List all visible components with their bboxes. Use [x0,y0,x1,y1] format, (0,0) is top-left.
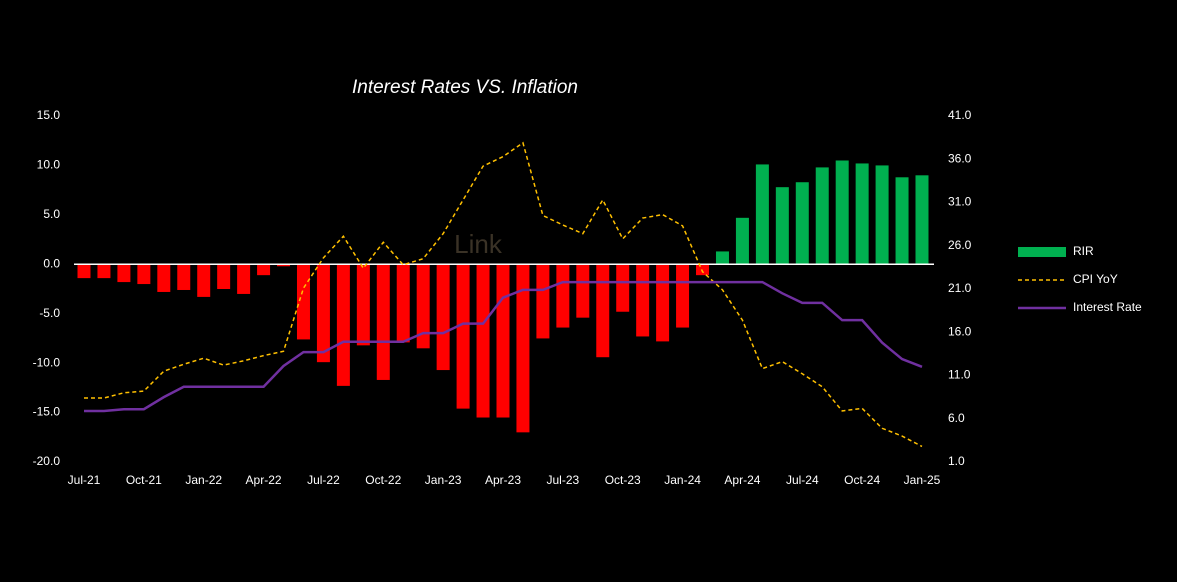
bar [77,264,91,279]
bar [336,264,350,386]
legend-label: Interest Rate [1073,300,1142,314]
bar [496,264,510,418]
y2-tick-label: 41.0 [948,108,972,122]
bar [217,264,231,289]
x-tick-label: Jul-21 [68,473,101,487]
y2-tick-label: 6.0 [948,411,965,425]
legend-label: RIR [1073,244,1094,258]
bar [316,264,330,363]
y-tick-label: 15.0 [37,108,61,122]
bar [755,164,769,265]
bar [656,264,670,342]
bar [616,264,630,312]
x-tick-label: Jan-23 [425,473,462,487]
bar [915,175,929,265]
x-tick-label: Oct-23 [605,473,641,487]
bar [576,264,590,318]
bar [516,264,530,433]
bar [456,264,470,409]
bar [296,264,310,340]
y-tick-label: -20.0 [33,454,61,468]
bar [536,264,550,339]
bar [735,217,749,265]
y-tick-label: -15.0 [33,405,61,419]
y2-tick-label: 31.0 [948,195,972,209]
bar [875,165,889,265]
bar [795,182,809,265]
bar [356,264,370,346]
line [84,280,923,413]
bar [396,264,410,343]
x-tick-label: Jul-23 [547,473,580,487]
x-tick-label: Apr-23 [485,473,521,487]
x-tick-label: Apr-24 [724,473,760,487]
y-tick-label: 0.0 [43,256,60,270]
bar [257,264,271,276]
y-tick-label: -10.0 [33,355,61,369]
x-tick-label: Oct-22 [365,473,401,487]
bar [237,264,251,294]
chart-title: Interest Rates VS. Inflation [352,77,578,98]
y2-tick-label: 26.0 [948,238,972,252]
x-tick-label: Apr-22 [246,473,282,487]
legend-label: CPI YoY [1073,272,1118,286]
y-tick-label: 5.0 [43,207,60,221]
bar [895,177,909,265]
x-tick-label: Oct-24 [844,473,880,487]
bar [197,264,211,297]
bar [815,167,829,265]
bar [696,264,710,276]
bar [137,264,151,285]
bar [416,264,430,349]
bar [596,264,610,358]
bar [177,264,191,290]
bar [556,264,570,328]
bar [376,264,390,380]
bar [436,264,450,371]
bar [636,264,650,337]
x-tick-label: Jan-25 [904,473,941,487]
x-tick-label: Jan-24 [664,473,701,487]
y2-tick-label: 16.0 [948,324,972,338]
y-tick-label: -5.0 [39,306,60,320]
bar [676,264,690,328]
x-tick-label: Oct-21 [126,473,162,487]
y2-tick-label: 21.0 [948,281,972,295]
x-tick-label: Jan-22 [185,473,222,487]
legend-swatch [1018,247,1066,257]
y-tick-label: 10.0 [37,158,61,172]
bar [775,187,789,265]
y2-tick-label: 1.0 [948,454,965,468]
x-tick-label: Jul-24 [786,473,819,487]
bar [97,264,111,279]
x-tick-label: Jul-22 [307,473,340,487]
bar [277,264,291,267]
bar [835,160,849,265]
bar [157,264,171,292]
bar [715,251,729,265]
watermark: Link [454,229,503,259]
bar [855,163,869,265]
y2-tick-label: 36.0 [948,151,972,165]
y2-tick-label: 11.0 [948,368,971,382]
bar [117,264,131,283]
bar [476,264,490,418]
